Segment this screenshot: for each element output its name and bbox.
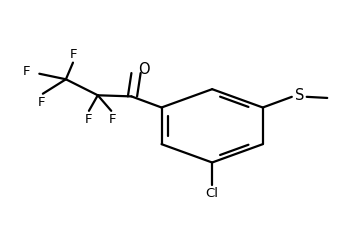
Text: Cl: Cl xyxy=(206,187,218,200)
Text: F: F xyxy=(70,48,77,61)
Text: F: F xyxy=(38,96,46,109)
Text: S: S xyxy=(295,88,304,103)
Text: F: F xyxy=(85,113,93,126)
Text: O: O xyxy=(138,62,150,76)
Text: F: F xyxy=(23,65,31,78)
Text: F: F xyxy=(109,113,116,126)
